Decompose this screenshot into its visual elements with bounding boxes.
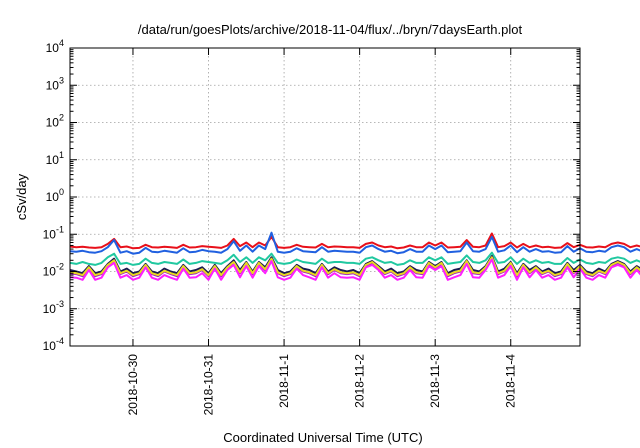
y-axis-label: cSv/day xyxy=(14,173,29,220)
y-tick-label: 102 xyxy=(46,113,64,130)
grid-lines xyxy=(70,48,580,346)
chart-title: /data/run/goesPlots/archive/2018-11-04/f… xyxy=(138,22,523,37)
series-line xyxy=(69,255,640,275)
x-tick-label: 2018-11-4 xyxy=(504,354,518,408)
y-tick-label: 101 xyxy=(46,150,64,167)
series-line xyxy=(69,251,640,266)
x-axis-label: Coordinated Universal Time (UTC) xyxy=(223,430,422,445)
y-axis: 10-4 10-3 10-2 10-1 100 101 102 103 104 xyxy=(43,38,580,353)
y-tick-label: 103 xyxy=(46,75,64,92)
y-tick-label: 10-4 xyxy=(43,336,64,353)
x-axis: 2018-10-30 2018-10-31 2018-11-1 2018-11-2 20… xyxy=(126,48,518,415)
y-tick-label: 10-3 xyxy=(43,299,64,316)
x-tick-label: 2018-11-1 xyxy=(277,354,291,408)
y-tick-label: 10-2 xyxy=(43,262,64,279)
x-tick-label: 2018-11-2 xyxy=(353,354,367,408)
x-tick-label: 2018-10-30 xyxy=(126,354,140,416)
y-tick-label: 104 xyxy=(46,38,64,55)
series-line xyxy=(69,256,640,277)
y-tick-label: 10-1 xyxy=(43,224,64,241)
series-line xyxy=(69,232,640,250)
x-tick-label: 2018-10-31 xyxy=(202,354,216,416)
x-tick-label: 2018-11-3 xyxy=(428,354,442,408)
series-line xyxy=(69,258,640,281)
series-line xyxy=(69,231,640,255)
y-tick-label: 100 xyxy=(46,187,64,204)
series-lines xyxy=(69,231,640,281)
